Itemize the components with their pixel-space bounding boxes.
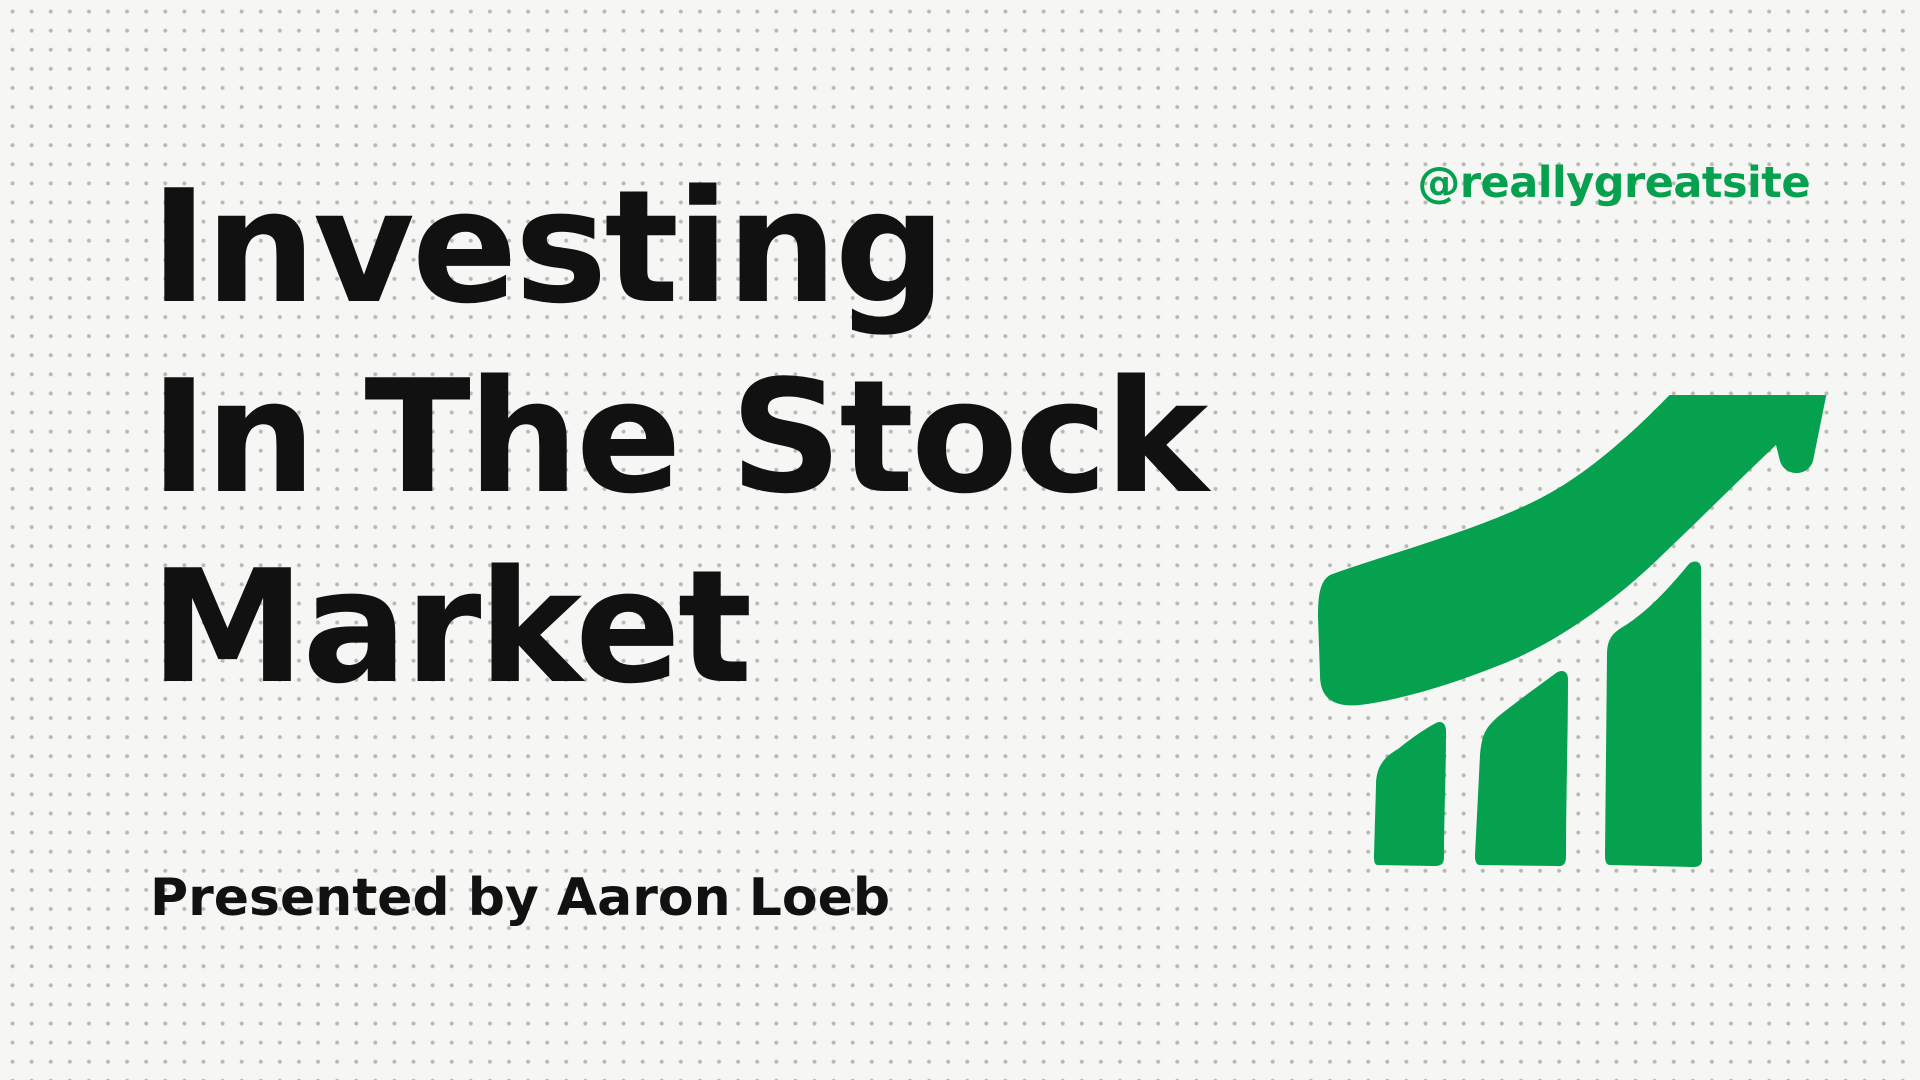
presenter-credit: Presented by Aaron Loeb xyxy=(150,868,891,928)
bar-tall-icon xyxy=(1605,561,1702,867)
bar-short-icon xyxy=(1374,721,1446,866)
title-line-2: In The Stock xyxy=(150,346,1208,528)
title-line-3: Market xyxy=(150,536,752,718)
title-line-1: Investing xyxy=(150,156,946,338)
growth-chart-arrow-icon xyxy=(1318,395,1827,867)
bar-medium-icon xyxy=(1475,671,1568,867)
rising-arrow-icon xyxy=(1318,395,1827,706)
website-handle: @reallygreatsite xyxy=(1417,158,1810,208)
slide-title: Investing In The Stock Market xyxy=(150,152,1208,722)
